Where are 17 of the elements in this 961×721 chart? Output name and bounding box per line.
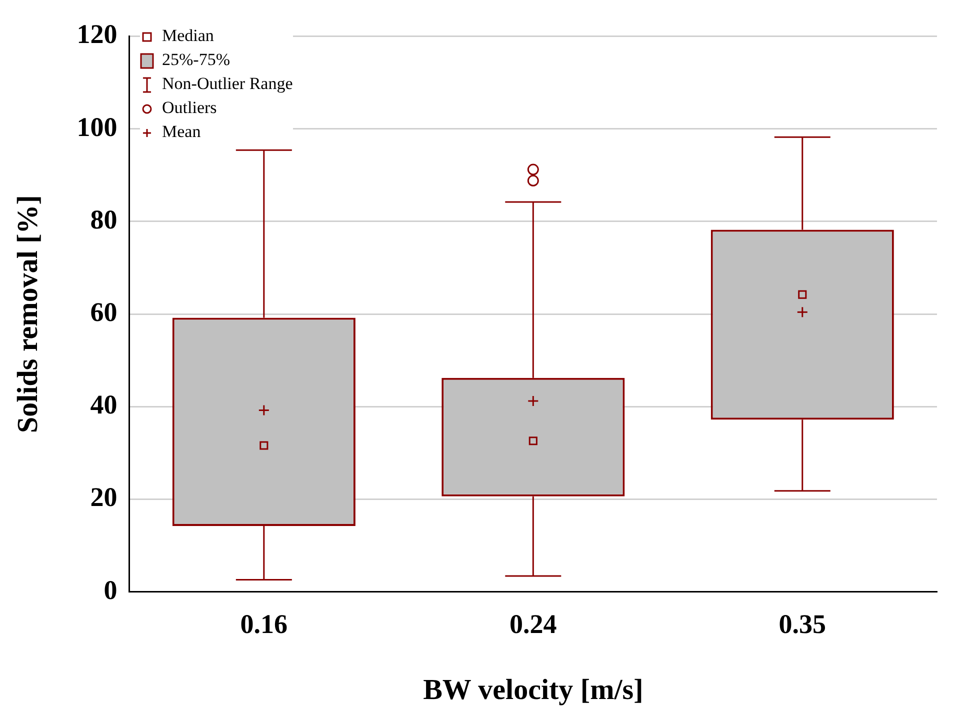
annotation: 25%-75% (162, 50, 230, 69)
annotation: Outliers (162, 98, 217, 117)
annotation: Non-Outlier Range (162, 74, 293, 93)
annotation: Median (162, 26, 214, 45)
x-tick-label: 0.16 (240, 608, 288, 639)
x-tick-label: 0.24 (510, 608, 557, 639)
x-axis-title: BW velocity [m/s] (423, 674, 644, 706)
y-tick-label: 100 (76, 112, 118, 142)
y-tick-label: 0 (104, 574, 118, 605)
y-tick-label: 60 (90, 296, 118, 327)
annotation: Mean (162, 122, 201, 141)
y-axis-title: Solids removal [%] (12, 195, 44, 433)
x-tick-label: 0.35 (778, 608, 826, 639)
y-tick-label: 20 (90, 482, 118, 512)
y-tick-label: 40 (90, 390, 118, 420)
y-tick-label: 120 (76, 19, 118, 50)
y-tick-label: 80 (90, 204, 118, 234)
